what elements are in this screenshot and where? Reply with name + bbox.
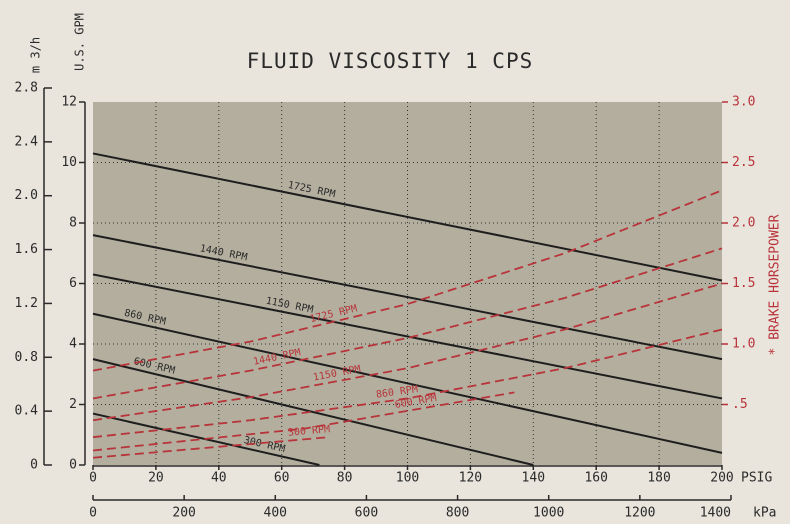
y3-tick-label: 0.8 [15, 350, 38, 365]
y2-tick-label: 1.5 [732, 276, 755, 291]
y-tick-label: 4 [69, 337, 77, 352]
series-label: 300 RPM [288, 424, 331, 439]
x2-tick-label: 600 [355, 506, 378, 521]
x-tick-label: 80 [337, 471, 353, 486]
series-line [92, 282, 723, 422]
y-tick-label: 8 [69, 216, 77, 231]
series-line [92, 273, 723, 400]
x-tick-label: 120 [459, 471, 482, 486]
y3-tick-label: 0 [30, 458, 38, 473]
x-tick-label: 140 [522, 471, 545, 486]
y3-tick-label: 2.4 [15, 134, 39, 149]
y3-tick-label: 2.8 [15, 81, 38, 96]
y3-tick-label: 1.2 [15, 296, 38, 311]
x-tick-label: 60 [274, 471, 290, 486]
x-axis-label: PSIG [741, 471, 772, 486]
x2-tick-label: 1400 [700, 506, 731, 521]
series-line [92, 358, 534, 466]
y3-tick-label: 1.6 [15, 242, 38, 257]
series-line [92, 436, 329, 459]
y-tick-label: 12 [61, 95, 77, 110]
y-tick-label: 2 [69, 397, 77, 412]
series-line [92, 234, 723, 361]
series-line [92, 312, 723, 454]
y2-axis-label: * BRAKE HORSEPOWER [768, 214, 783, 355]
chart-title: FLUID VISCOSITY 1 CPS [247, 49, 534, 73]
x2-tick-label: 1200 [624, 506, 655, 521]
x-tick-label: 160 [584, 471, 607, 486]
y2-tick-label: .5 [732, 397, 748, 412]
x-tick-label: 0 [89, 471, 97, 486]
y3-tick-label: 0.4 [15, 404, 39, 419]
x-tick-label: 40 [211, 471, 227, 486]
x2-tick-label: 200 [172, 506, 195, 521]
x2-axis-label: kPa [753, 506, 776, 521]
y-axis-label: U.S. GPM [73, 13, 87, 71]
y2-tick-label: 3.0 [732, 95, 755, 110]
x2-tick-label: 0 [89, 506, 97, 521]
y2-tick-label: 2.0 [732, 216, 755, 231]
y2-tick-label: 1.0 [732, 337, 755, 352]
x2-tick-label: 400 [264, 506, 287, 521]
x-tick-label: 20 [148, 471, 164, 486]
y-tick-label: 6 [69, 276, 77, 291]
series-line [92, 391, 515, 452]
series-line [92, 189, 723, 372]
x-tick-label: 180 [647, 471, 670, 486]
x-tick-label: 100 [396, 471, 419, 486]
y3-axis-label: m 3/h [29, 37, 43, 73]
y-tick-label: 0 [69, 458, 77, 473]
series-line [92, 328, 723, 439]
x-tick-label: 200 [710, 471, 733, 486]
y2-tick-label: 2.5 [732, 155, 755, 170]
series-line [92, 152, 723, 282]
y-tick-label: 10 [61, 155, 77, 170]
x2-tick-label: 800 [446, 506, 469, 521]
x2-tick-label: 1000 [533, 506, 564, 521]
y3-tick-label: 2.0 [15, 188, 38, 203]
series-line [92, 247, 723, 400]
